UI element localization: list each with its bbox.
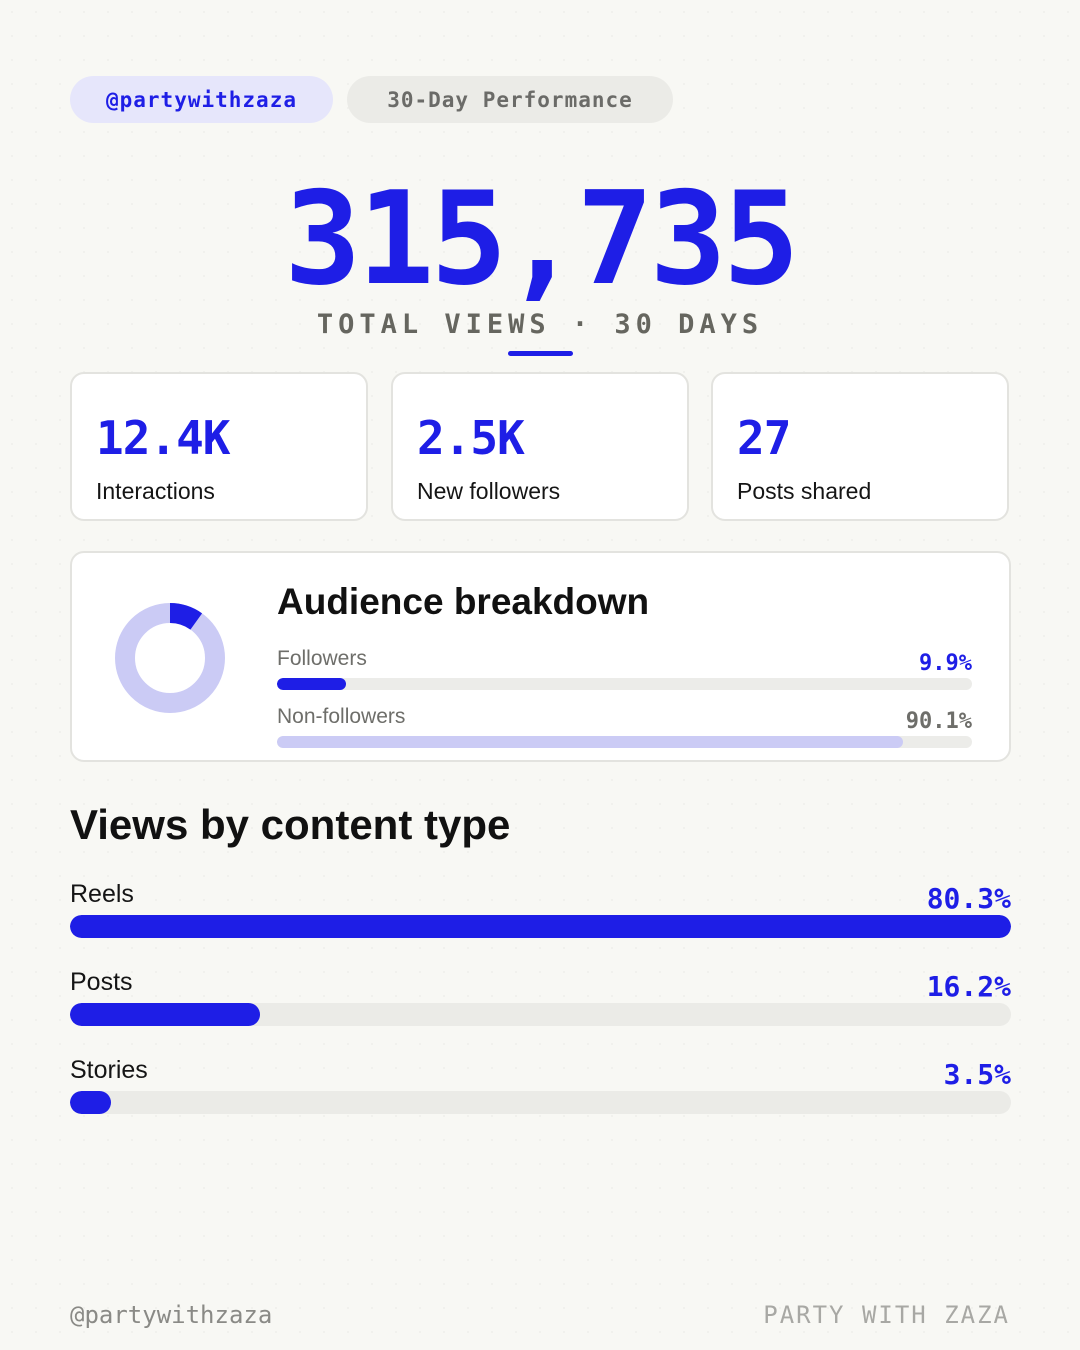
content-row-label: Stories xyxy=(70,1056,148,1084)
stat-card-new-followers: 2.5K New followers xyxy=(391,372,689,521)
audience-row-label: Followers xyxy=(277,647,367,670)
audience-card: Audience breakdown Followers 9.9% Non-fo… xyxy=(70,551,1011,762)
stat-label: Interactions xyxy=(96,478,215,504)
audience-bar-fill xyxy=(277,678,346,690)
content-type-title: Views by content type xyxy=(70,801,511,848)
footer-brand: PARTY WITH ZAZA xyxy=(763,1301,1010,1329)
donut-segment-followers xyxy=(115,603,225,713)
audience-row-percent: 9.9% xyxy=(919,651,972,676)
period-chip: 30-Day Performance xyxy=(347,76,673,123)
content-bar-fill xyxy=(70,1091,111,1114)
footer-handle: @partywithzaza xyxy=(70,1301,273,1329)
stat-label: New followers xyxy=(417,478,561,504)
audience-bar-track xyxy=(277,678,972,690)
handle-chip: @partywithzaza xyxy=(70,76,333,123)
stat-value: 2.5K xyxy=(417,411,525,465)
audience-row-label: Non-followers xyxy=(277,705,406,728)
content-row-percent: 80.3% xyxy=(926,882,1011,915)
stat-card-posts-shared: 27 Posts shared xyxy=(711,372,1009,521)
content-bar-track xyxy=(70,1091,1011,1114)
content-row-percent: 16.2% xyxy=(926,970,1011,1003)
content-row-percent: 3.5% xyxy=(943,1058,1011,1091)
audience-row-percent: 90.1% xyxy=(905,709,972,734)
caption-underline xyxy=(508,351,573,356)
content-bar-fill xyxy=(70,1003,260,1026)
content-bar-track xyxy=(70,915,1011,938)
total-views-caption: TOTAL VIEWS · 30 DAYS xyxy=(316,309,764,340)
content-row-label: Posts xyxy=(70,968,133,996)
content-bar-fill xyxy=(70,915,1011,938)
total-views-value: 315,735 xyxy=(284,165,799,314)
audience-bar-fill xyxy=(277,736,904,748)
audience-bar-track xyxy=(277,736,972,748)
content-row-label: Reels xyxy=(70,880,134,908)
stat-value: 12.4K xyxy=(96,411,230,465)
stat-label: Posts shared xyxy=(737,478,872,504)
stat-value: 27 xyxy=(737,411,791,465)
audience-donut-chart xyxy=(115,603,225,713)
donut-track-non-followers xyxy=(115,603,225,713)
stat-card-interactions: 12.4K Interactions xyxy=(70,372,368,521)
content-bar-track xyxy=(70,1003,1011,1026)
audience-title: Audience breakdown xyxy=(277,581,650,622)
